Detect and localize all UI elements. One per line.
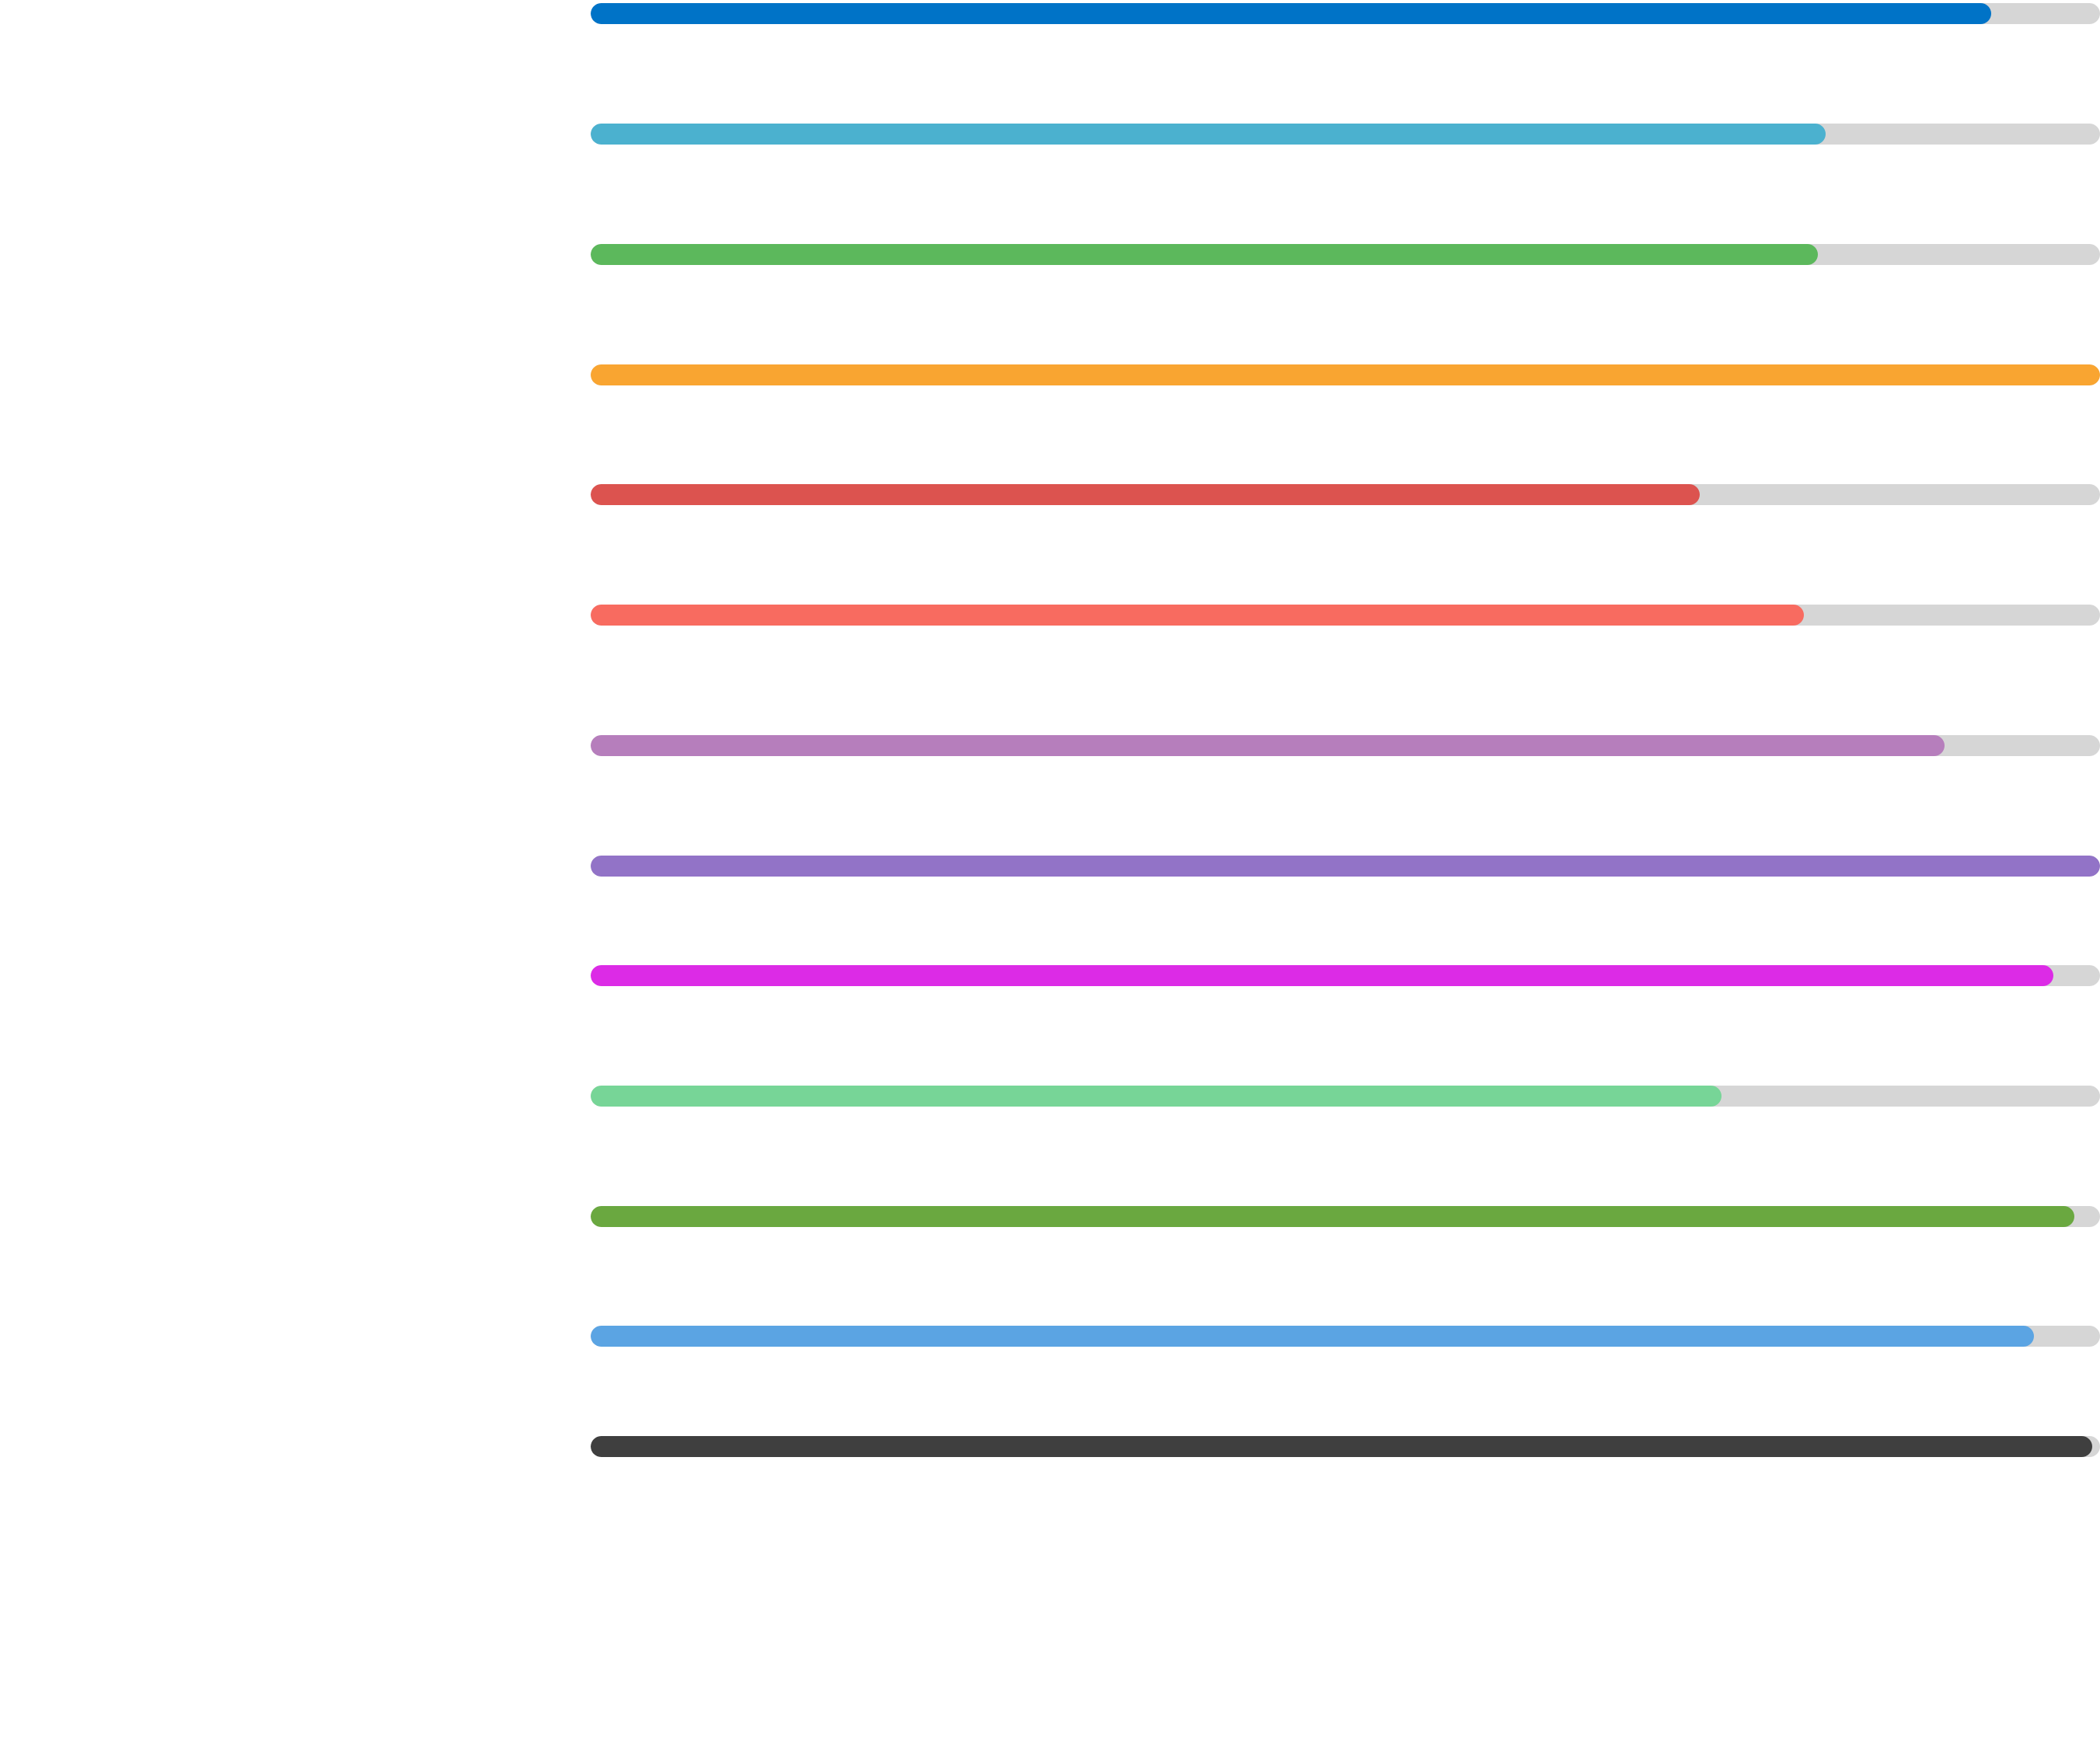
- progress-bar-10: [591, 1086, 2100, 1107]
- progress-bar-6: [591, 605, 2100, 626]
- progress-fill-4: [591, 364, 2100, 385]
- progress-bar-3: [591, 244, 2100, 265]
- progress-fill-2: [591, 124, 1826, 145]
- progress-bar-7: [591, 735, 2100, 756]
- progress-fill-8: [591, 856, 2100, 877]
- progress-fill-3: [591, 244, 1818, 265]
- progress-fill-6: [591, 605, 1805, 626]
- progress-fill-11: [591, 1206, 2074, 1227]
- progress-fill-12: [591, 1326, 2034, 1347]
- progress-bar-1: [591, 3, 2100, 24]
- progress-fill-10: [591, 1086, 1722, 1107]
- progress-fill-1: [591, 3, 1992, 24]
- progress-bar-4: [591, 364, 2100, 385]
- progress-bar-9: [591, 965, 2100, 986]
- progress-fill-7: [591, 735, 1945, 756]
- progress-bar-13: [591, 1436, 2100, 1457]
- progress-bar-12: [591, 1326, 2100, 1347]
- progress-fill-9: [591, 965, 2053, 986]
- progress-bar-11: [591, 1206, 2100, 1227]
- progress-fill-13: [591, 1436, 2093, 1457]
- progress-bar-2: [591, 124, 2100, 145]
- progress-bar-5: [591, 484, 2100, 505]
- progress-bar-8: [591, 856, 2100, 877]
- progress-fill-5: [591, 484, 1701, 505]
- progress-bar-list: [591, 0, 2100, 1750]
